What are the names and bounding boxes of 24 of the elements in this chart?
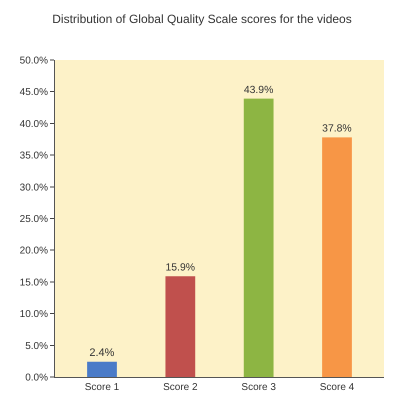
y-tick-label: 10.0% <box>20 309 48 320</box>
y-tick-label: 35.0% <box>20 150 48 162</box>
chart-title: Distribution of Global Quality Scale scores for the videos <box>52 12 352 26</box>
y-tick-label: 25.0% <box>20 214 48 225</box>
x-tick-label: Score 2 <box>163 382 198 393</box>
data-label: 2.4% <box>89 346 115 359</box>
x-tick-label: Score 4 <box>320 382 355 393</box>
y-tick-label: 0.0% <box>25 372 48 384</box>
bar <box>165 276 196 377</box>
y-tick-label: 20.0% <box>20 246 48 257</box>
y-tick-label: 45.0% <box>20 87 48 98</box>
bar <box>87 362 117 377</box>
x-tick-label: Score 3 <box>241 382 276 393</box>
bar <box>322 137 352 377</box>
data-label: 15.9% <box>165 262 195 274</box>
y-tick-label: 15.0% <box>20 277 48 288</box>
y-tick-label: 40.0% <box>20 118 48 130</box>
data-label: 37.8% <box>322 124 352 135</box>
data-label: 43.9% <box>244 84 274 96</box>
y-tick-label: 30.0% <box>20 182 48 194</box>
y-tick-label: 5.0% <box>25 340 48 352</box>
y-tick-label: 50.0% <box>20 56 48 66</box>
bar <box>244 98 274 377</box>
x-tick-label: Score 1 <box>84 382 120 393</box>
